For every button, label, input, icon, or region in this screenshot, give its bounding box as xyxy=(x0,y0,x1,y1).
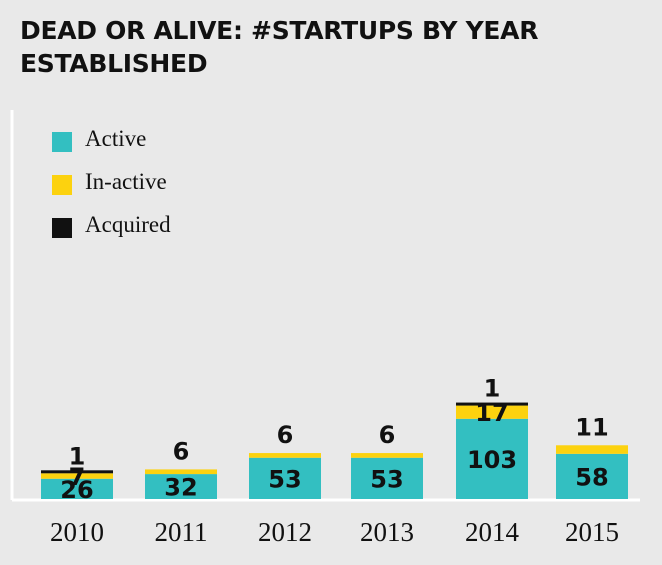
bar-inactive-2011 xyxy=(145,469,217,475)
label-inactive-2015: 11 xyxy=(575,413,608,441)
label-inactive-2014: 17 xyxy=(475,399,508,427)
label-active-2015: 58 xyxy=(575,463,608,491)
bar-inactive-2013 xyxy=(351,453,423,458)
legend-swatch-acquired xyxy=(52,218,72,238)
bar-inactive-2010 xyxy=(41,473,113,479)
bar-active-2015 xyxy=(556,453,628,499)
label-active-2012: 53 xyxy=(268,465,301,493)
x-tick-label-2015: 2015 xyxy=(565,517,619,547)
labels-group: 2671201032620115362012536201310317120145… xyxy=(50,375,619,547)
legend-label-active: Active xyxy=(85,126,146,151)
bar-inactive-2012 xyxy=(249,453,321,458)
bar-inactive-2014 xyxy=(456,405,528,419)
bar-acquired-2014 xyxy=(456,402,528,406)
legend-swatch-in-active xyxy=(52,175,72,195)
legend-label-acquired: Acquired xyxy=(85,212,171,237)
bar-active-2012 xyxy=(249,457,321,499)
label-inactive-2011: 6 xyxy=(173,437,190,465)
x-tick-label-2012: 2012 xyxy=(258,517,312,547)
label-acquired-2014: 1 xyxy=(484,375,501,403)
label-inactive-2013: 6 xyxy=(379,421,396,449)
label-active-2011: 32 xyxy=(164,474,197,502)
bar-active-2010 xyxy=(41,478,113,499)
x-tick-label-2014: 2014 xyxy=(465,517,520,547)
bar-inactive-2015 xyxy=(556,445,628,454)
chart-title: DEAD OR ALIVE: #STARTUPS BY YEAR ESTABLI… xyxy=(20,16,539,78)
label-active-2013: 53 xyxy=(370,465,403,493)
label-inactive-2012: 6 xyxy=(277,421,294,449)
x-tick-label-2010: 2010 xyxy=(50,517,104,547)
legend-label-in-active: In-active xyxy=(85,169,167,194)
legend-swatch-active xyxy=(52,132,72,152)
label-acquired-2010: 1 xyxy=(69,442,86,470)
legend: Active In-active Acquired xyxy=(52,126,171,238)
label-active-2010: 26 xyxy=(60,476,93,504)
label-active-2014: 103 xyxy=(467,446,517,474)
bars-group xyxy=(41,402,628,499)
bar-active-2011 xyxy=(145,474,217,499)
bar-active-2014 xyxy=(456,418,528,499)
label-inactive-2010: 7 xyxy=(69,463,86,491)
bar-acquired-2010 xyxy=(41,470,113,474)
x-tick-label-2013: 2013 xyxy=(360,517,414,547)
x-tick-label-2011: 2011 xyxy=(155,517,208,547)
bar-active-2013 xyxy=(351,457,423,499)
